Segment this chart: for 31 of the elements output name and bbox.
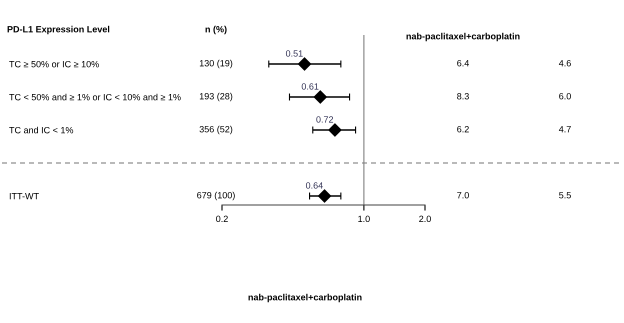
text: n (%) bbox=[206, 26, 227, 34]
y-tick-label: ITT-WT bbox=[10, 193, 39, 200]
y-axis-title: PD-L1 Expression Level bbox=[8, 26, 110, 34]
point bbox=[328, 123, 342, 137]
text: 5.5 bbox=[559, 192, 571, 198]
text: 6.4 bbox=[457, 60, 470, 66]
annotation: nab-paclitaxel+carboplatin bbox=[406, 32, 520, 42]
x-tick-label: 1.0 bbox=[358, 216, 370, 222]
y-tick-label: TC < 50% and ≥ 1% or IC < 10% and ≥ 1% bbox=[9, 94, 181, 100]
text: 6.0 bbox=[559, 93, 571, 100]
data-label: 0.51 bbox=[286, 50, 303, 57]
data-label: 0.61 bbox=[302, 83, 318, 90]
text: nab-paclitaxel+carboplatin bbox=[248, 294, 362, 302]
point bbox=[318, 189, 332, 203]
data-label: 0.64 bbox=[306, 182, 323, 189]
y-tick-label: TC and IC < 1% bbox=[9, 126, 74, 134]
text: 6.2 bbox=[457, 126, 469, 132]
x-tick-label: 0.2 bbox=[216, 216, 228, 222]
text: 4.7 bbox=[558, 126, 571, 132]
annotation: 193 (28) bbox=[200, 92, 232, 102]
data-label: 0.72 bbox=[316, 116, 334, 123]
text: 4.6 bbox=[558, 60, 571, 66]
text: 7.0 bbox=[457, 192, 469, 198]
point bbox=[314, 90, 327, 104]
annotation: 130 (19) bbox=[200, 60, 232, 68]
annotation: 679 (100) bbox=[197, 192, 235, 200]
y-tick-label: TC ≥ 50% or IC ≥ 10% bbox=[9, 60, 99, 68]
x-tick-label: 2.0 bbox=[419, 216, 431, 222]
point bbox=[298, 57, 312, 71]
annotation: 356 (52) bbox=[200, 126, 232, 134]
text: 8.3 bbox=[457, 93, 469, 100]
